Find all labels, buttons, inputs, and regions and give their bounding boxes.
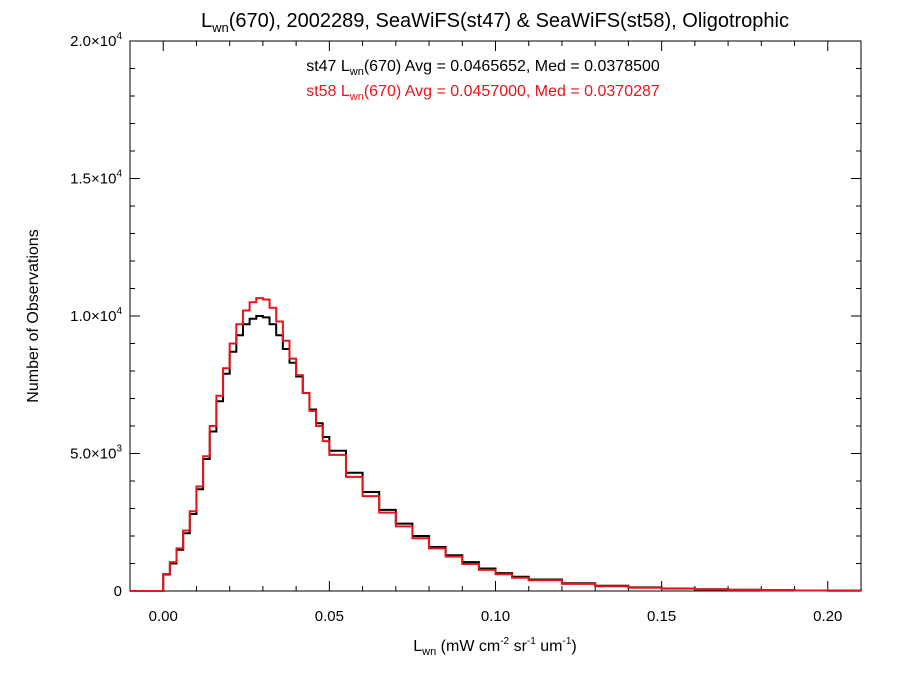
x-tick-label: 0.00 [149,608,178,625]
series-st58-line [130,297,862,592]
x-axis-label: Lwn (mW cm-2 sr-1 um-1) [413,636,576,658]
y-tick-label: 2.0×104 [70,31,122,50]
x-tick-label: 0.05 [315,608,344,625]
series-layer [130,297,862,592]
y-tick-label: 0 [114,583,122,600]
y-tick-label: 1.0×104 [70,306,122,325]
annotation-st47: st47 Lwn(670) Avg = 0.0465652, Med = 0.0… [306,58,660,78]
x-tick-label: 0.10 [481,608,510,625]
x-tick-label: 0.20 [813,608,842,625]
x-tick-label: 0.15 [647,608,676,625]
chart-title: Lwn(670), 2002289, SeaWiFS(st47) & SeaWi… [201,10,789,35]
annotation-st58: st58 Lwn(670) Avg = 0.0457000, Med = 0.0… [306,83,660,103]
y-tick-label: 5.0×103 [70,444,122,463]
y-axis-label: Number of Observations [25,229,42,402]
y-tick-label: 1.5×104 [70,169,122,188]
